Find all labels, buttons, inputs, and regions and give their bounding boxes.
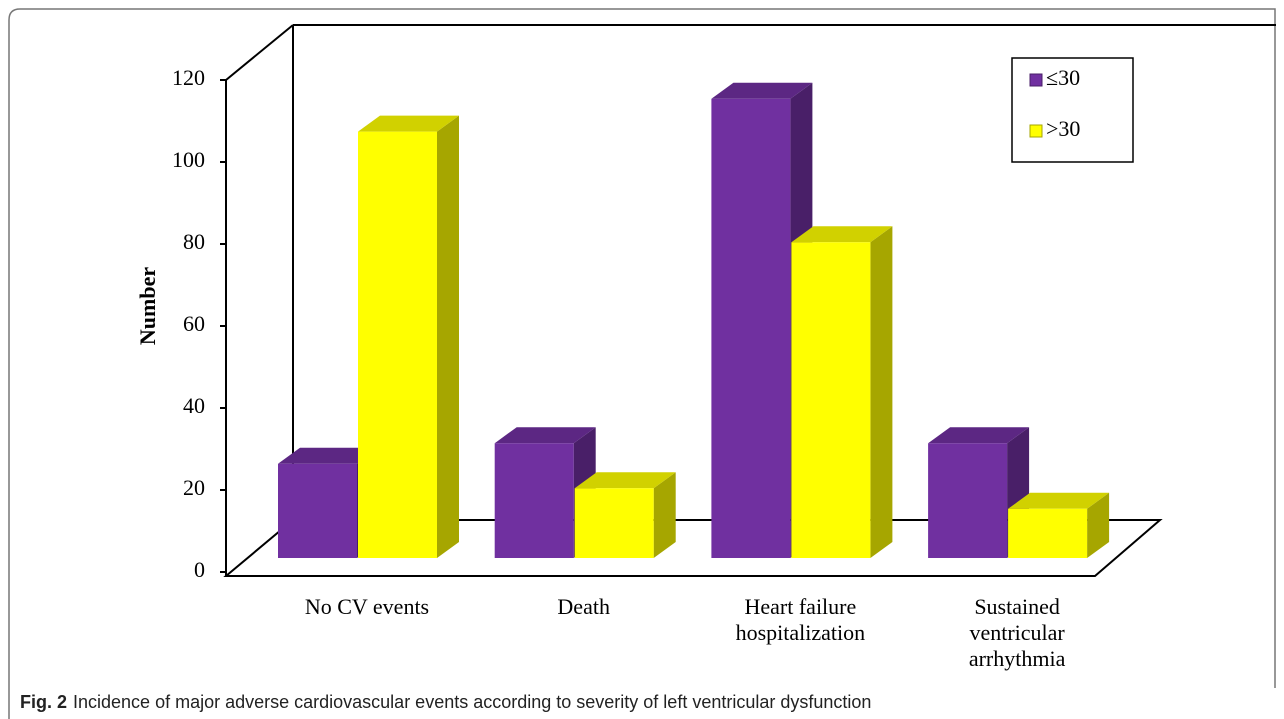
bar-face — [711, 98, 791, 559]
x-tick-label: Sustained ventricular arrhythmia — [968, 594, 1066, 671]
y-tick-label: 60 — [183, 311, 205, 336]
legend-label: ≤30 — [1046, 65, 1080, 90]
bar-face — [437, 115, 459, 558]
y-tick-label: 100 — [172, 147, 205, 172]
y-tick-label: 120 — [172, 65, 205, 90]
bar-face — [711, 82, 813, 99]
frame — [8, 8, 1276, 719]
bar-face — [574, 472, 676, 489]
bar-face — [278, 447, 379, 464]
bar-face — [928, 443, 1008, 558]
y-tick-label: 20 — [183, 475, 205, 500]
y-axis-label: Number — [135, 267, 160, 345]
bar-face — [928, 427, 1030, 444]
x-tick-label: Death — [557, 594, 610, 619]
bar-face — [278, 463, 357, 558]
bar-face — [1087, 492, 1110, 558]
bar — [791, 226, 893, 559]
x-tick-label: No CV events — [304, 594, 430, 619]
caption-label: Fig. 2 — [20, 692, 68, 712]
bar-face — [494, 427, 596, 444]
bar-face — [358, 131, 437, 558]
bar-face — [791, 242, 871, 559]
bar-face — [1008, 492, 1110, 509]
bar-face — [1008, 508, 1088, 558]
legend-box — [1011, 57, 1134, 163]
bar-face — [791, 226, 893, 243]
legend-swatch — [1029, 124, 1043, 138]
bar — [358, 115, 459, 558]
bar — [574, 472, 676, 558]
x-tick-label: Heart failure hospitalization — [735, 594, 866, 645]
bar-face — [653, 472, 676, 558]
bar-face — [870, 226, 893, 559]
legend-swatch — [1029, 73, 1043, 87]
legend-label: >30 — [1046, 116, 1080, 141]
y-tick-label: 80 — [183, 229, 205, 254]
bar-face — [494, 443, 574, 558]
y-tick-label: 40 — [183, 393, 205, 418]
axes-frame — [223, 24, 1276, 577]
y-tick-label: 0 — [194, 557, 205, 582]
caption-text: Incidence of major adverse cardiovascula… — [73, 692, 872, 712]
caption: Fig. 2 Incidence of major adverse cardiov… — [20, 692, 871, 713]
bar-face — [574, 488, 654, 558]
bar-face — [358, 115, 459, 132]
bar — [1008, 492, 1110, 558]
